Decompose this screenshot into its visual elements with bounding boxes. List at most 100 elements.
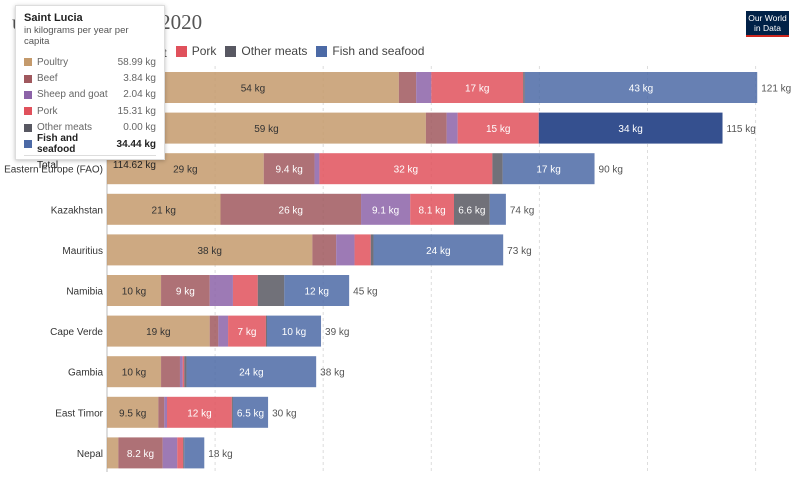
bar-segment[interactable] [319,153,493,185]
bar-segment[interactable] [118,437,163,469]
bar-data-label: 29 kg [173,165,197,176]
tooltip-row-name: Sheep and goat [37,89,108,101]
legend-item[interactable]: Fish and seafood [316,44,424,58]
bar-row[interactable]: 19 kg 7 kg 10 kg 39 kg [107,315,350,347]
bar-row[interactable]: 38 kg 24 kg 73 kg [107,234,532,266]
country-label[interactable]: Eastern Europe (FAO) [4,165,103,176]
bar-segment[interactable] [232,396,269,428]
tooltip-swatch [24,58,32,67]
bar-segment[interactable] [398,72,417,103]
bar-segment[interactable] [523,72,525,103]
tooltip-row-name: Fish and seafood [37,133,79,156]
bar-segment[interactable] [454,193,490,225]
tooltip-row-value: 34.44 kg [116,138,156,150]
bar-row[interactable]: 10 kg 9 kg 12 kg 45 kg [107,275,378,306]
bar-segment[interactable] [284,275,350,306]
bar-segment[interactable] [179,356,183,388]
tooltip-row: Pork 15.31 kg [24,103,156,119]
bar-segment[interactable] [524,72,758,103]
bar-total-label: 39 kg [325,327,349,338]
country-label[interactable]: East Timor [55,408,103,419]
bar-data-label: 12 kg [304,287,328,298]
bar-segment[interactable] [314,153,320,185]
country-label[interactable]: Mauritius [62,246,103,257]
bar-segment[interactable] [186,356,317,388]
bar-segment[interactable] [182,356,185,388]
bar-segment[interactable] [354,234,371,266]
bar-segment[interactable] [425,112,447,144]
bar-total-label: 73 kg [507,246,531,257]
bar-segment[interactable] [446,112,458,144]
bar-total-label: 74 kg [510,205,534,216]
bar-segment[interactable] [431,72,524,103]
bar-segment[interactable] [177,437,184,469]
owid-logo[interactable]: Our World in Data [746,11,789,37]
bar-segment[interactable] [183,437,185,469]
bar-segment[interactable] [166,396,232,428]
tooltip-row-value: 15.31 kg [117,105,156,117]
bar-row[interactable]: 8.2 kg 18 kg [107,437,233,469]
bar-data-label: 10 kg [122,287,146,298]
legend-swatch [175,45,187,57]
bar-segment[interactable] [164,396,167,428]
bar-data-label: 10 kg [282,327,306,338]
bar-segment[interactable] [158,396,165,428]
tooltip-row-name: Beef [37,73,58,85]
bar-segment[interactable] [416,72,432,103]
bar-segment[interactable] [492,153,503,185]
bar-row[interactable]: 21 kg 26 kg 9.1 kg 8.1 kg 6.6 kg 74 kg [107,193,534,225]
tooltip-row: Other meats 0.00 kg [24,120,156,136]
country-label[interactable]: Namibia [66,287,103,298]
bar-segment[interactable] [220,193,362,225]
bar-segment[interactable] [231,396,233,428]
bar-segment[interactable] [232,275,258,306]
bar-row[interactable]: 9.5 kg 12 kg 6.5 kg 30 kg [107,396,297,428]
bar-segment[interactable] [265,315,267,347]
bar-segment[interactable] [502,153,595,185]
bar-segment[interactable] [218,315,229,347]
bar-segment[interactable] [209,315,219,347]
bar-data-label: 6.5 kg [237,408,264,419]
bar-total-label: 90 kg [599,165,623,176]
bar-segment[interactable] [410,193,455,225]
bar-row[interactable]: 29 kg 9.4 kg 32 kg 17 kg 90 kg [107,153,623,185]
bar-segment[interactable] [538,112,723,144]
bar-segment[interactable] [336,234,355,266]
bar-segment[interactable] [184,356,187,388]
bar-segment[interactable] [266,315,322,347]
legend-label: Fish and seafood [332,44,425,58]
country-label[interactable]: Cape Verde [50,327,103,338]
bar-segment[interactable] [257,275,285,306]
bar-segment[interactable] [107,315,210,347]
bar-segment[interactable] [228,315,266,347]
bar-segment[interactable] [162,437,178,469]
bar-segment[interactable] [161,275,210,306]
legend-item[interactable]: Pork [175,44,216,58]
bar-segment[interactable] [107,356,162,388]
bar-segment[interactable] [263,153,315,185]
bar-row[interactable]: 59 kg 15 kg 34 kg 115 kg [107,112,756,144]
legend-item[interactable]: Other meats [225,44,307,58]
bar-segment[interactable] [373,234,504,266]
bar-segment[interactable] [457,112,539,144]
country-label[interactable]: Gambia [68,368,103,379]
bar-segment[interactable] [161,356,180,388]
bar-segment[interactable] [489,193,506,225]
bar-segment[interactable] [312,234,337,266]
country-label[interactable]: Kazakhstan [51,205,103,216]
bar-segment[interactable] [209,275,233,306]
bar-segment[interactable] [184,437,205,469]
bar-segment[interactable] [107,234,313,266]
tooltip-row-name: Pork [37,105,58,117]
country-label[interactable]: Nepal [77,449,103,460]
bar-row[interactable]: 54 kg 17 kg 43 kg 121 kg [107,72,791,103]
bar-segment[interactable] [107,275,162,306]
bar-data-label: 9.1 kg [372,205,399,216]
bar-row[interactable]: 10 kg 24 kg 38 kg [107,356,345,388]
bar-segment[interactable] [107,396,159,428]
bar-segment[interactable] [361,193,411,225]
bar-segment[interactable] [370,234,374,266]
bar-segment[interactable] [107,437,119,469]
bar-segment[interactable] [107,193,221,225]
tooltip-row: Fish and seafood 34.44 kg [24,133,156,156]
